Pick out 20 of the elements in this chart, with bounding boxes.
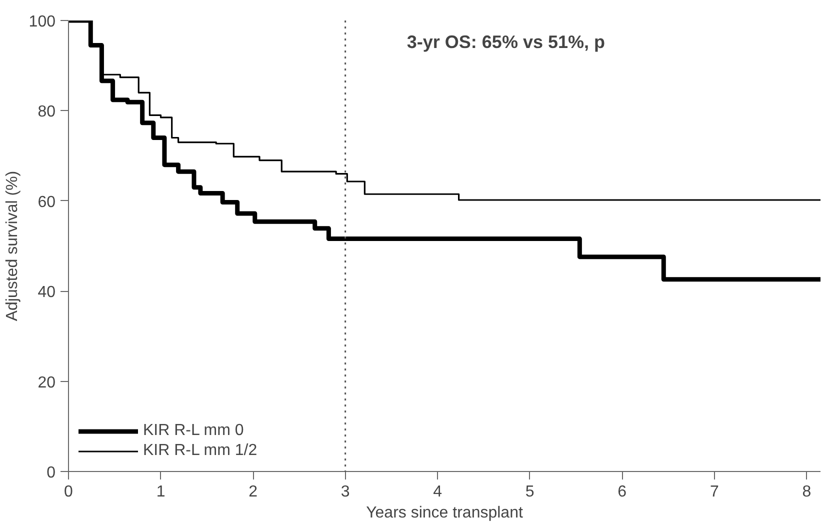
x-tick-label: 4 [433,484,442,500]
x-tick-label: 5 [525,484,534,500]
x-tick-label: 7 [710,484,719,500]
y-tick-label: 60 [38,194,56,211]
x-axis-title: Years since transplant [366,504,524,522]
x-tick-label: 8 [802,484,812,500]
legend-label: KIR R-L mm 0 [143,422,244,440]
x-tick-label: 2 [248,484,258,500]
annotation: 3-yr OS: 65% vs 51%, p [406,32,606,52]
x-tick-label: 1 [156,484,166,500]
x-tick-label: 3 [340,484,350,500]
y-tick-label: 20 [38,374,56,392]
y-tick-label: 40 [38,284,56,302]
y-axis-title: Adjusted survival (%) [4,170,21,322]
y-tick-label: 0 [46,464,56,482]
y-tick-label: 100 [28,14,56,30]
x-tick-label: 0 [64,484,74,500]
x-tick-label: 6 [618,484,627,500]
y-tick-label: 80 [38,104,56,121]
legend-label: KIR R-L mm 1/2 [143,442,258,460]
